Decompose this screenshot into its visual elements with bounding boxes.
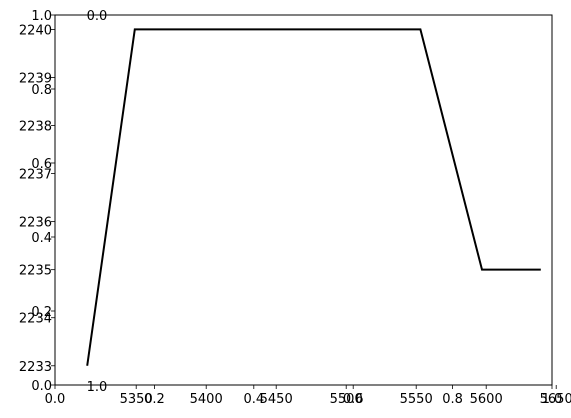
x-tick-label: 5500 [330, 392, 363, 407]
y-tick-label: 2240 [19, 23, 52, 38]
overlay-y-tick-label: 1.0 [31, 9, 52, 24]
x-tick-label: 5550 [400, 392, 433, 407]
overlay-y-tick-label: 0.4 [31, 231, 52, 246]
overlay-y-tick-label: 0.0 [31, 379, 52, 394]
plot-area [55, 15, 552, 385]
overlay-x-tick-label: 0.0 [45, 392, 66, 407]
inner-x-top-label: 0.0 [87, 9, 108, 24]
overlay-x-tick-label: 0.8 [442, 392, 463, 407]
overlay-y-tick-label: 0.2 [31, 305, 52, 320]
x-tick-label: 5450 [260, 392, 293, 407]
overlay-x-tick-label: 1.0 [542, 392, 563, 407]
tick-layer: 5350 5400 5450 5500 5550 5600 5650 2233 2234 2235… [19, 9, 571, 407]
overlay-x-tick-label: 0.2 [144, 392, 165, 407]
inner-x-bottom-label: 1.0 [87, 380, 108, 395]
y-tick-label: 2233 [19, 360, 52, 375]
overlay-y-tick-label: 0.6 [31, 157, 52, 172]
series-layer [86, 28, 541, 366]
y-tick-label: 2234 [19, 312, 52, 327]
x-tick-label: 5350 [120, 392, 153, 407]
y-tick-label: 2239 [19, 71, 52, 86]
y-tick-label: 2236 [19, 216, 52, 231]
y-tick-label: 2238 [19, 120, 52, 135]
plot-frame [54, 14, 553, 386]
x-tick-label: 5650 [540, 392, 571, 407]
overlay-y-tick-label: 0.8 [31, 83, 52, 98]
y-tick-label: 2235 [19, 264, 52, 279]
overlay-x-tick-label: 0.6 [343, 392, 364, 407]
y-tick-label: 2237 [19, 168, 52, 183]
x-tick-label: 5600 [470, 392, 503, 407]
x-tick-label: 5400 [190, 392, 223, 407]
overlay-x-tick-label: 0.4 [243, 392, 264, 407]
